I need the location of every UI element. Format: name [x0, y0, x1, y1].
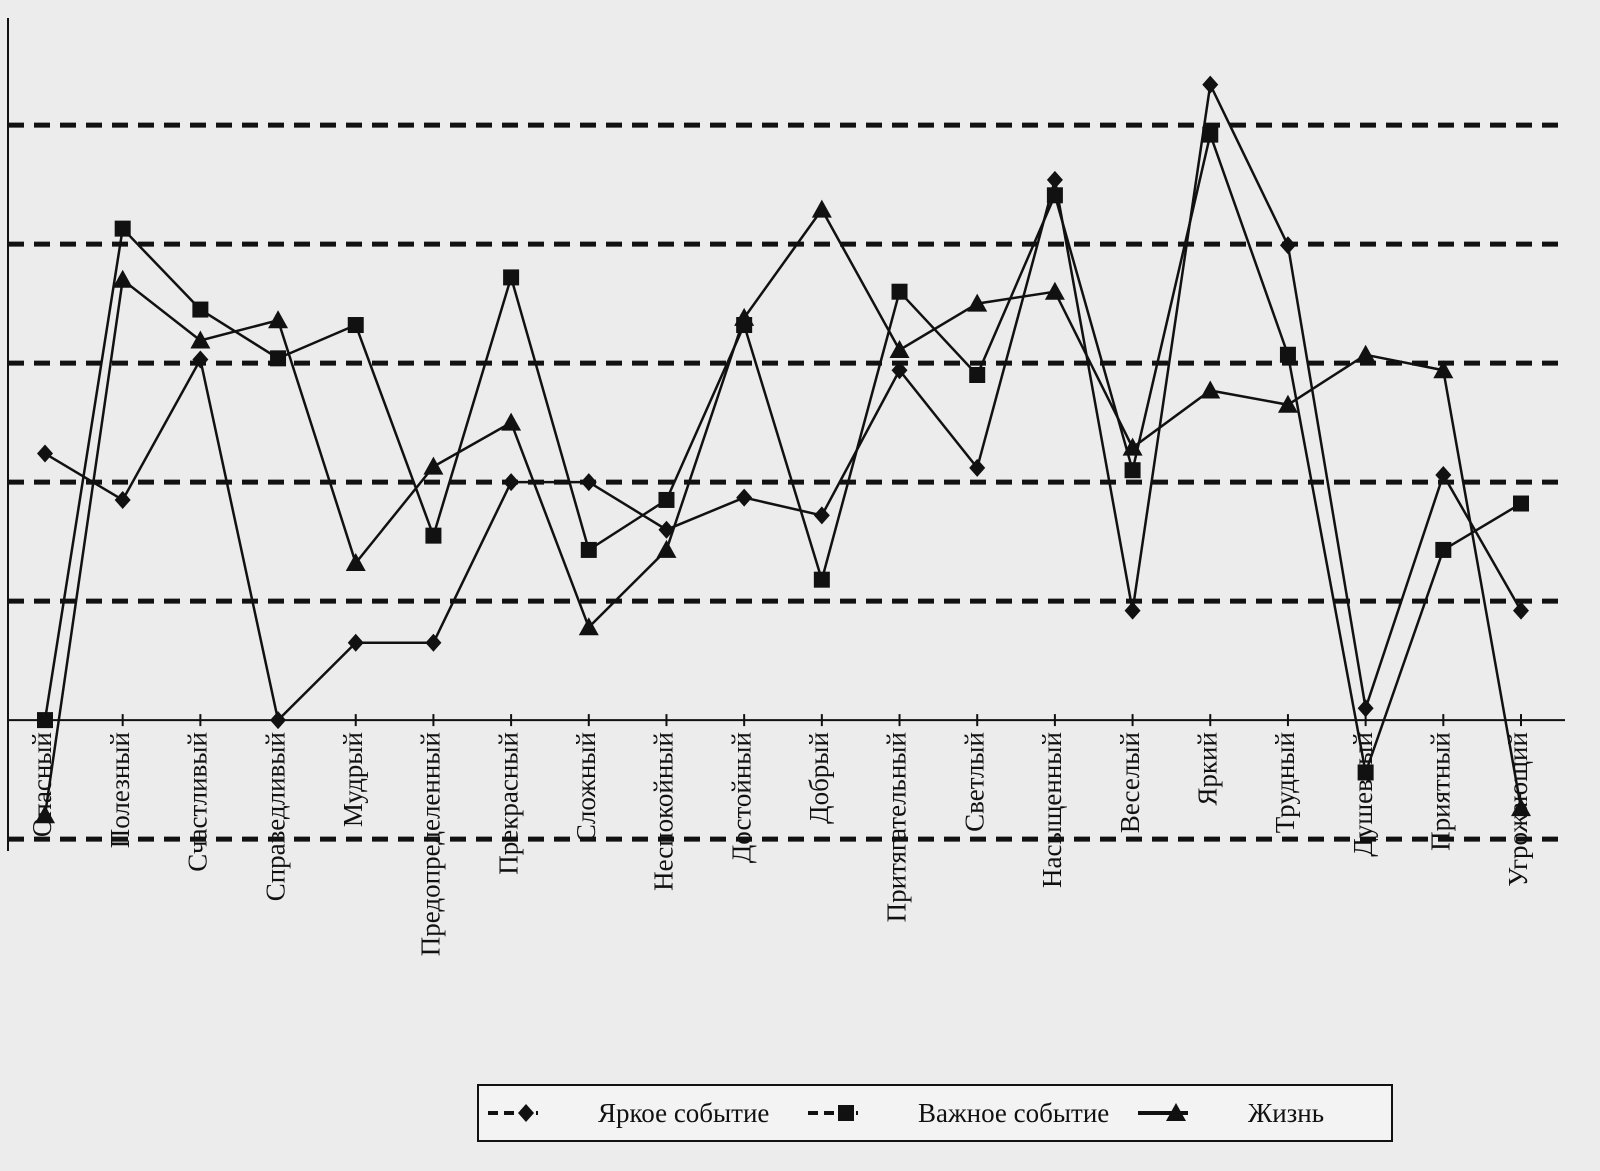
point: [969, 458, 986, 477]
point: [1046, 170, 1063, 189]
point: [35, 805, 55, 824]
point: [1513, 601, 1529, 620]
point: [656, 539, 677, 558]
point: [1202, 126, 1219, 143]
x-tick-label: Мудрый: [338, 732, 368, 827]
point: [37, 444, 53, 463]
point: [268, 310, 289, 329]
point: [813, 571, 830, 588]
point: [1357, 699, 1374, 718]
point: [734, 307, 755, 326]
point: [969, 367, 986, 383]
series-line: [44, 80, 1523, 723]
series: [37, 75, 1529, 730]
point: [1277, 394, 1298, 413]
x-tick-label: Прекрасный: [493, 732, 523, 875]
point: [1279, 346, 1296, 363]
point: [658, 491, 675, 508]
x-tick-label: Насыщенный: [1037, 732, 1067, 888]
point: [503, 269, 520, 286]
x-tick-label: Светлый: [959, 732, 989, 832]
point: [1122, 437, 1143, 456]
point: [1124, 462, 1141, 479]
point: [1355, 344, 1376, 363]
point: [967, 293, 988, 312]
x-tick-label: Веселый: [1115, 732, 1145, 833]
point: [503, 473, 520, 492]
point: [1044, 281, 1065, 300]
point: [736, 488, 753, 507]
x-tick-label: Яркий: [1192, 732, 1222, 806]
series: [35, 199, 1531, 824]
point: [1435, 465, 1452, 484]
legend-label: Яркое событие: [598, 1098, 769, 1128]
point: [891, 361, 908, 380]
point: [423, 456, 444, 475]
point: [578, 617, 599, 636]
point: [813, 506, 830, 525]
x-tick-label: Трудный: [1270, 732, 1300, 833]
point: [425, 527, 442, 544]
point: [192, 301, 209, 318]
point: [1124, 601, 1141, 620]
point: [114, 220, 131, 237]
point: [1511, 798, 1531, 817]
point: [345, 553, 366, 572]
point: [112, 269, 133, 288]
x-tick-label: Сложный: [571, 732, 601, 842]
point: [270, 350, 287, 367]
point: [37, 712, 53, 729]
point: [1433, 360, 1454, 379]
legend-label: Жизнь: [1248, 1098, 1324, 1128]
series-line: [43, 207, 1523, 816]
x-tick-label: Счастливый: [183, 732, 213, 872]
point: [190, 330, 211, 349]
point: [889, 340, 910, 359]
point: [891, 283, 908, 300]
x-tick-label: Полезный: [105, 732, 135, 848]
x-tick-label: Достойный: [726, 732, 756, 863]
point: [1166, 1103, 1186, 1121]
x-tick-label: Добрый: [804, 732, 834, 824]
point: [1357, 764, 1374, 781]
x-tick-label: Справедливый: [260, 732, 290, 901]
point: [1202, 75, 1219, 94]
series-line: [43, 130, 1522, 778]
point: [270, 711, 287, 730]
point: [580, 541, 597, 558]
point: [811, 199, 832, 218]
point: [425, 633, 442, 652]
point: [518, 1104, 534, 1122]
point: [838, 1105, 854, 1121]
point: [1200, 380, 1221, 399]
point: [114, 490, 131, 509]
x-tick-label: Приятный: [1426, 732, 1456, 851]
x-tick-label: Притягательный: [882, 732, 912, 922]
point: [501, 412, 522, 431]
point: [1513, 495, 1529, 512]
point: [1046, 187, 1063, 204]
legend-label: Важное событие: [918, 1098, 1109, 1128]
x-tick-label: Неспокойный: [649, 732, 679, 891]
legend-box: [477, 1084, 1393, 1142]
point: [192, 350, 209, 369]
point: [580, 473, 597, 492]
series: [37, 126, 1529, 781]
point: [1435, 541, 1452, 558]
point: [347, 317, 364, 334]
point: [1279, 236, 1296, 255]
x-tick-label: Предопределенный: [416, 732, 446, 956]
point: [347, 633, 364, 652]
